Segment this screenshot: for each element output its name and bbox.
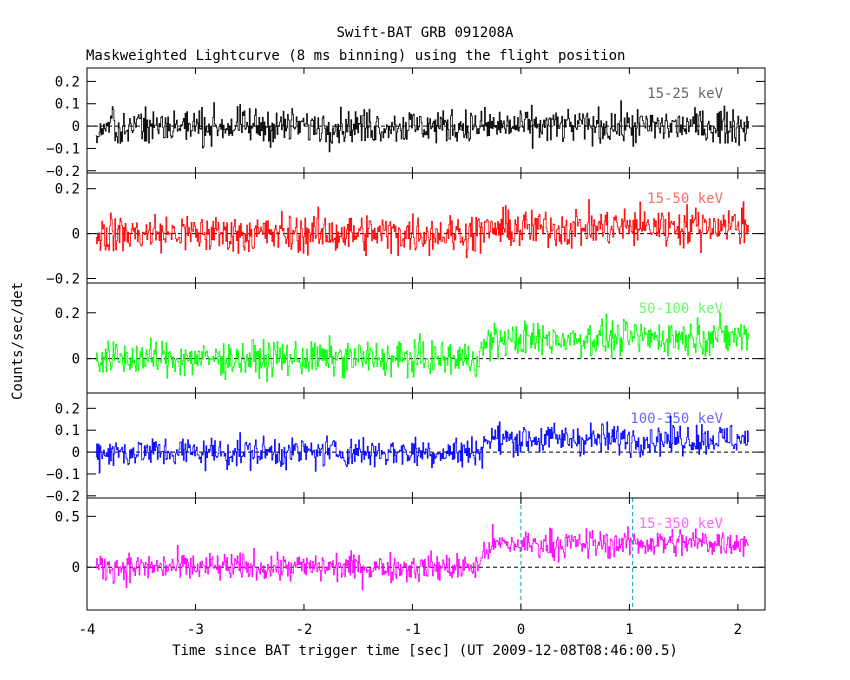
y-tick-label: 0.1 <box>55 423 80 439</box>
lightcurve-series <box>95 100 750 153</box>
panel-frame <box>86 67 766 174</box>
band-label: 100-350 keV <box>630 411 723 427</box>
y-tick-label: −0.1 <box>46 467 80 483</box>
y-tick-label: 0 <box>72 352 80 368</box>
panel-1: 0.2 0 −0.2 15-50 keV <box>46 172 766 288</box>
panels-group: 0.2 0.1 0 −0.1 −0.2 15-25 keV 0.2 0 −0.2 15-50 ke… <box>46 67 766 638</box>
band-label: 50-100 keV <box>639 301 724 317</box>
x-tick-label: -3 <box>187 622 204 638</box>
panel-frame <box>86 497 766 611</box>
band-label: 15-25 keV <box>647 86 723 102</box>
band-label: 15-50 keV <box>647 191 723 207</box>
y-tick-label: −0.2 <box>46 272 80 288</box>
x-axis-label: Time since BAT trigger time [sec] (UT 20… <box>172 643 678 659</box>
y-tick-label: 0.2 <box>55 74 80 90</box>
lightcurve-series <box>95 199 750 259</box>
y-tick-label: −0.1 <box>46 141 80 157</box>
lightcurve-series <box>95 416 750 474</box>
y-axis-label: Counts/sec/det <box>10 282 26 400</box>
panel-2: 0.2 0 50-100 keV <box>55 282 766 394</box>
y-tick-label: 0.5 <box>55 509 80 525</box>
y-tick-label: −0.2 <box>46 164 80 180</box>
chart-subtitle: Maskweighted Lightcurve (8 ms binning) u… <box>86 48 625 64</box>
y-tick-label: 0.2 <box>55 401 80 417</box>
panel-3: 0.2 0.1 0 −0.1 −0.2 100-350 keV <box>46 392 766 505</box>
panel-0: 0.2 0.1 0 −0.1 −0.2 15-25 keV <box>46 67 766 180</box>
panel-4: 0.5 0 15-350 keV <box>55 497 766 611</box>
x-tick-label: 1 <box>625 622 633 638</box>
band-label: 15-350 keV <box>639 516 724 532</box>
y-tick-label: 0.2 <box>55 182 80 198</box>
lightcurve-series <box>95 312 750 382</box>
y-tick-label: 0.1 <box>55 97 80 113</box>
x-tick-label: -4 <box>79 622 96 638</box>
chart-title: Swift-BAT GRB 091208A <box>336 25 514 41</box>
y-tick-label: −0.2 <box>46 489 80 505</box>
x-tick-label: 2 <box>734 622 742 638</box>
y-tick-label: 0.2 <box>55 306 80 322</box>
x-tick-label: -2 <box>296 622 313 638</box>
y-tick-label: 0 <box>72 119 80 135</box>
y-tick-label: 0 <box>72 227 80 243</box>
y-tick-label: 0 <box>72 560 80 576</box>
x-tick-label: -1 <box>404 622 421 638</box>
lightcurve-series <box>95 524 750 591</box>
y-tick-label: 0 <box>72 445 80 461</box>
x-tick-label: 0 <box>517 622 525 638</box>
